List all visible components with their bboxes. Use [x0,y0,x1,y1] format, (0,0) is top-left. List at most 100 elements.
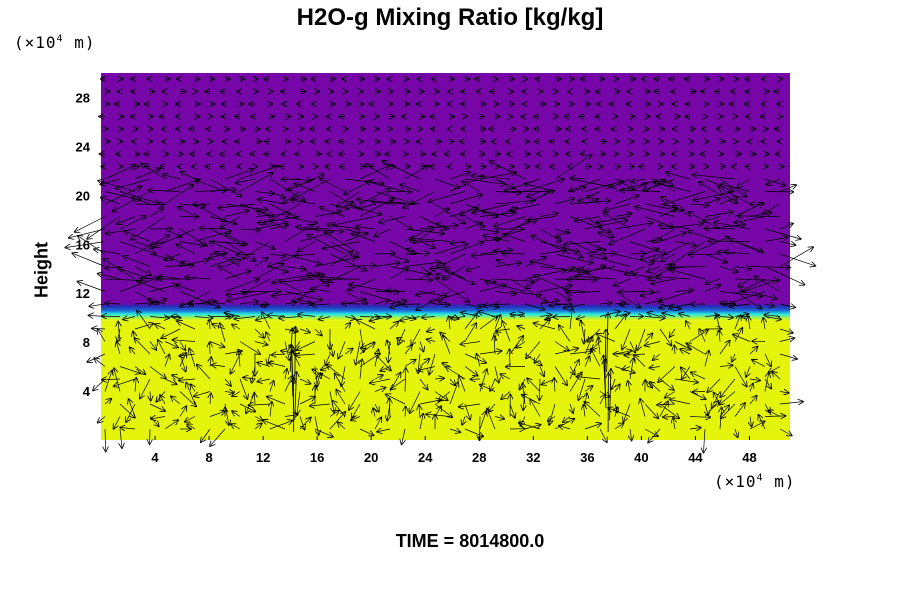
wind-arrow [779,402,803,404]
wind-arrow [134,366,145,375]
wind-arrow [164,185,193,205]
wind-arrow [459,376,466,392]
wind-arrow [569,187,586,192]
wind-arrow [78,282,106,292]
wind-arrow [734,267,751,269]
wind-arrow [673,418,675,430]
chart-title: H2O-g Mixing Ratio [kg/kg] [296,4,604,31]
wind-arrow [105,303,121,304]
wind-arrow [559,325,571,342]
wind-arrow [403,191,436,208]
wind-arrow [389,253,408,262]
wind-arrow [404,345,412,355]
wind-arrow [524,303,544,310]
wind-arrow [730,239,766,255]
wind-arrow [123,317,136,320]
wind-arrow [648,313,661,317]
wind-arrow [269,421,292,430]
wind-arrow [659,233,686,242]
wind-arrow [134,266,151,276]
wind-arrow [579,378,586,400]
wind-arrow [284,253,320,264]
wind-arrow [603,213,631,230]
wind-arrow [645,341,661,346]
wind-arrow [754,276,781,292]
wind-arrow [389,268,408,280]
wind-arrow [197,365,211,380]
wind-arrow [404,253,429,254]
wind-arrow [599,394,605,405]
wind-arrow [254,192,274,194]
wind-arrow [495,366,499,383]
wind-arrow [258,379,271,382]
wind-arrow [571,267,586,271]
wind-arrow [670,267,706,268]
wind-arrow [258,199,286,205]
wind-arrow [494,208,517,217]
wind-arrow [269,203,297,218]
wind-arrow [220,216,241,228]
wind-arrow [743,278,781,292]
wind-arrow [360,360,362,380]
wind-arrow [116,178,151,189]
wind-arrow [464,304,481,307]
wind-arrow [661,197,676,205]
wind-arrow [704,285,720,292]
wind-arrow [779,224,793,230]
wind-arrow [411,328,421,345]
wind-arrow [314,428,333,437]
wind-arrow [219,266,241,280]
wind-arrow [494,263,521,267]
wind-arrow [149,366,166,379]
wind-arrow [342,304,361,305]
wind-arrow [298,241,316,252]
wind-arrow [344,349,353,355]
wind-arrow [494,417,504,419]
wind-arrow [294,184,316,192]
wind-arrow [502,321,511,342]
wind-arrow [329,253,366,271]
field-layer [101,73,790,440]
wind-arrow [615,384,620,392]
wind-arrow [310,404,331,406]
wind-arrow [517,326,526,329]
wind-arrow [451,317,466,319]
x-tick-label: 8 [205,450,212,465]
wind-arrow [149,190,181,191]
wind-arrow [210,357,211,367]
y-unit-exponent: 4 [56,33,64,45]
wind-arrow [418,366,436,371]
wind-arrow [338,422,346,430]
wind-arrow [374,263,400,267]
wind-arrow [548,417,556,421]
wind-arrow [254,214,290,217]
wind-arrow [98,181,136,192]
wind-arrow [633,274,661,280]
wind-arrow [614,214,631,217]
wind-arrow [295,327,296,385]
wind-arrow [179,241,204,246]
wind-arrow [419,241,435,248]
wind-arrow [155,324,166,330]
wind-arrow [614,196,639,205]
wind-arrow [764,266,804,285]
wind-arrow [764,378,771,389]
wind-arrow [614,315,626,330]
wind-arrow [688,231,721,242]
wind-arrow [420,414,423,430]
wind-arrow [472,176,511,180]
wind-arrow [644,240,662,242]
wind-arrow [119,241,156,254]
wind-arrow [149,285,178,292]
lower-layer-field [101,320,790,440]
wind-arrow [509,278,547,302]
wind-arrow [590,256,631,267]
wind-arrow [373,408,375,417]
wind-arrow [503,234,526,242]
wind-arrow [699,329,706,342]
y-tick-label: 8 [83,335,90,350]
wind-arrow [554,378,555,392]
wind-arrow [596,216,631,223]
wind-arrow [98,416,106,423]
wind-arrow [234,317,256,319]
